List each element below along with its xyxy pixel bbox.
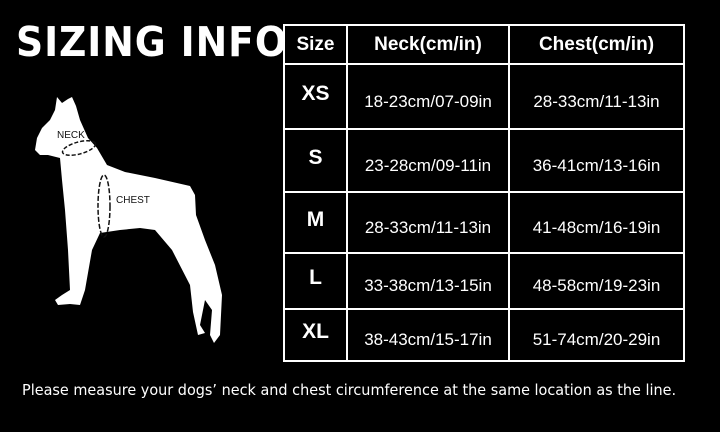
measurement-note: Please measure your dogs’ neck and chest… [22,381,677,399]
dog-body [35,97,222,343]
chest-measure-line [97,174,111,238]
neck-measure-line [61,139,97,157]
neck-cell: 23-28cm/09-11in [346,128,510,193]
table-row: S 23-28cm/09-11in 36-41cm/13-16in [283,128,685,193]
size-table: Size Neck(cm/in) Chest(cm/in) XS 18-23cm… [283,24,685,362]
header-size: Size [283,24,348,65]
neck-cell: 33-38cm/13-15in [346,252,510,310]
size-cell: L [283,252,348,310]
header-neck: Neck(cm/in) [346,24,510,65]
size-cell: M [283,191,348,254]
size-cell: XS [283,63,348,130]
chest-cell: 48-58cm/19-23in [508,252,685,310]
header-chest: Chest(cm/in) [508,24,685,65]
chest-cell: 51-74cm/20-29in [508,308,685,362]
neck-cell: 28-33cm/11-13in [346,191,510,254]
table-row: M 28-33cm/11-13in 41-48cm/16-19in [283,191,685,254]
dog-silhouette-icon [35,97,222,343]
neck-cell: 18-23cm/07-09in [346,63,510,130]
size-cell: XL [283,308,348,362]
chest-cell: 36-41cm/13-16in [508,128,685,193]
chest-label: CHEST [116,195,150,206]
table-row: XS 18-23cm/07-09in 28-33cm/11-13in [283,63,685,130]
chest-cell: 28-33cm/11-13in [508,63,685,130]
size-cell: S [283,128,348,193]
neck-cell: 38-43cm/15-17in [346,308,510,362]
table-header-row: Size Neck(cm/in) Chest(cm/in) [283,24,685,65]
table-row: XL 38-43cm/15-17in 51-74cm/20-29in [283,308,685,362]
chest-cell: 41-48cm/16-19in [508,191,685,254]
table-row: L 33-38cm/13-15in 48-58cm/19-23in [283,252,685,310]
neck-label: NECK [57,130,85,141]
page-title: SIZING INFO [16,18,288,66]
